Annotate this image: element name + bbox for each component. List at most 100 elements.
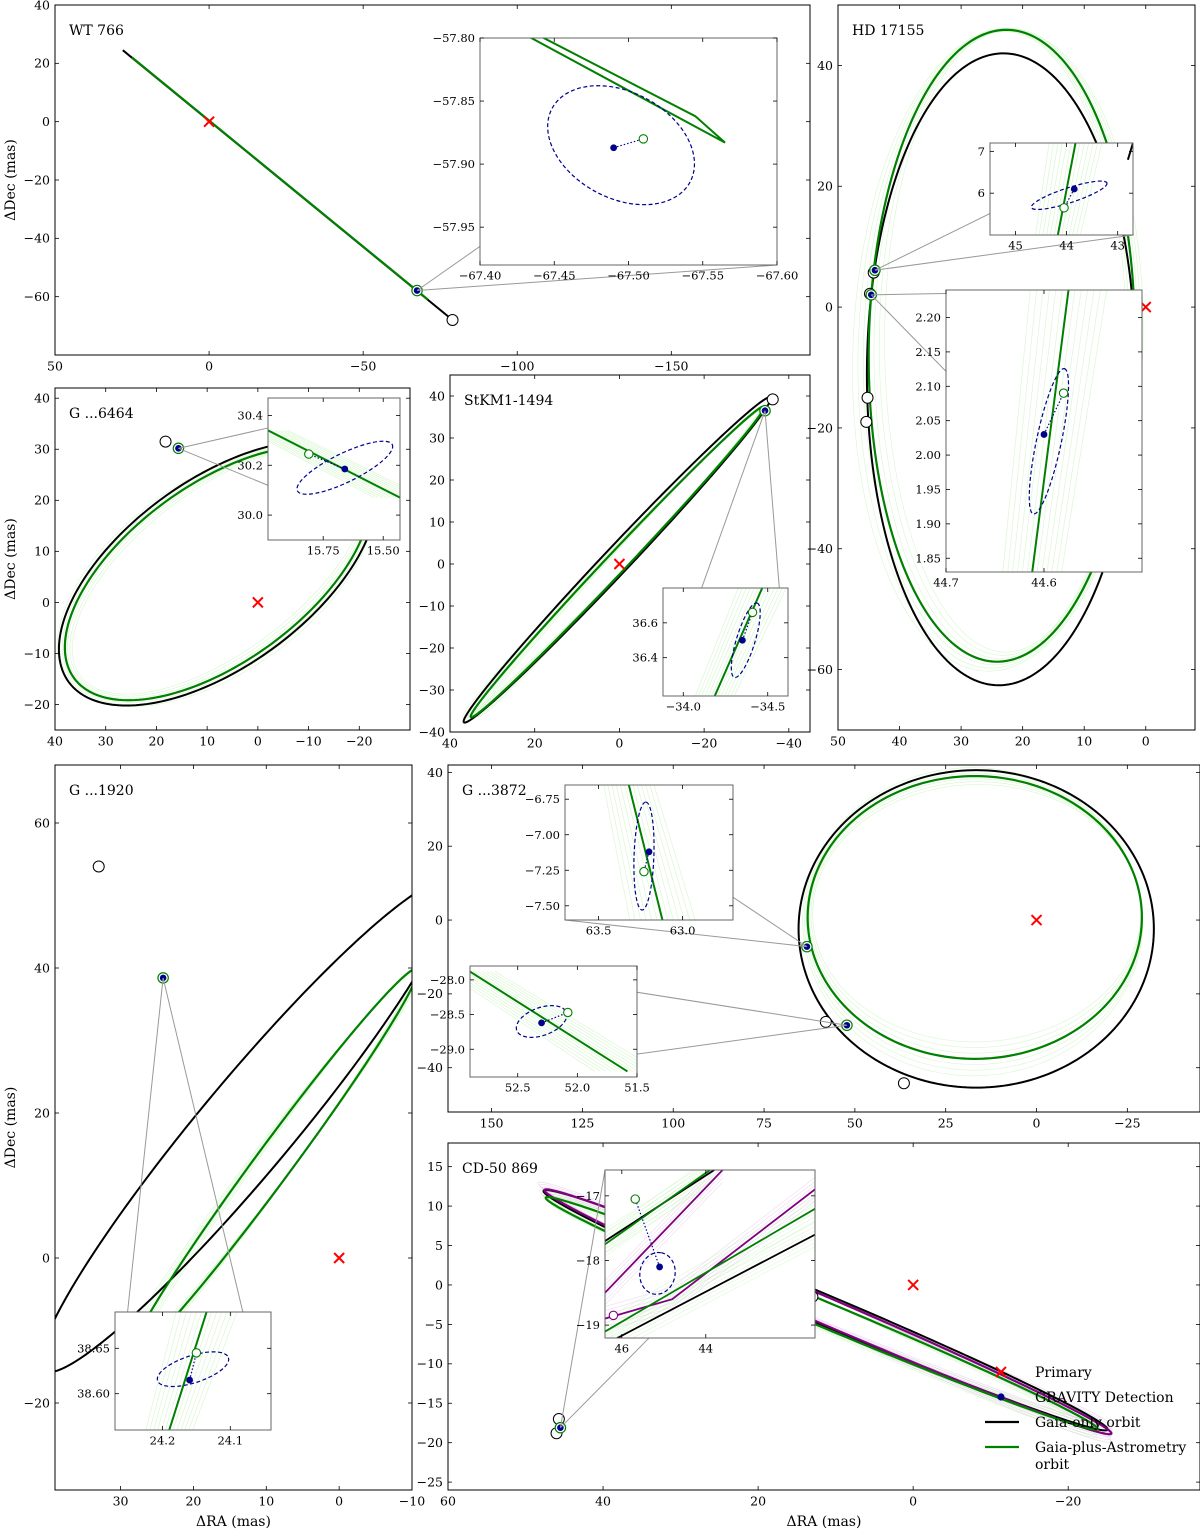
hd17155-ytick-label: −60: [807, 662, 833, 677]
g6464-xtick-label: −10: [295, 734, 321, 749]
gravity-detection: [738, 636, 746, 644]
g1920-plot-area: [55, 860, 412, 1373]
g3872-in2-ytick-label: −28.0: [430, 973, 465, 987]
posterior-sample-orbit: [1007, 290, 1037, 572]
hd17155-xtick-label: 10: [1076, 734, 1092, 749]
hd-in1-ytick-label: 6: [978, 186, 985, 200]
gaia-predicted-position: [861, 391, 874, 404]
g3872-ytick-label: −40: [417, 1060, 443, 1075]
posterior-sample-orbit: [149, 1312, 182, 1430]
inset-orbit-line: [1056, 143, 1077, 235]
g6464-xtick-label: 40: [47, 734, 63, 749]
stkm1494-ytick-label: 10: [429, 514, 445, 529]
wt766-ytick-label: −40: [24, 231, 50, 246]
cd50869-xtick-label: 0: [909, 1494, 917, 1509]
wt766-in-ytick-label: −57.80: [432, 31, 475, 45]
posterior-sample-orbit: [711, 588, 759, 696]
cd-in-xtick-label: 44: [698, 1342, 713, 1356]
stkm-in-xtick-label: −34.5: [750, 700, 785, 714]
g6464-ytick-label: 0: [42, 595, 50, 610]
g3872-title: G ...3872: [462, 783, 527, 799]
g6464-in-ytick-label: 30.0: [237, 508, 263, 522]
hd-in1-xtick-label: 44: [1059, 239, 1074, 253]
posterior-sample-orbit: [1042, 143, 1059, 235]
posterior-sample-orbit: [490, 971, 637, 1062]
posterior-sample-orbit: [605, 1197, 815, 1327]
hd-in2-ytick-label: 2.05: [915, 414, 941, 428]
g6464-xtick-label: 10: [199, 734, 215, 749]
posterior-sample-orbit: [605, 1170, 700, 1237]
posterior-sample-orbit: [605, 1177, 815, 1307]
inset-connector: [417, 264, 778, 292]
posterior-sample-orbit: [1038, 143, 1054, 235]
posterior-sample-orbit: [649, 785, 691, 920]
gaia-predicted-position: [897, 1077, 910, 1090]
wt766-xtick-label: −150: [654, 359, 688, 374]
primary-marker: [203, 115, 215, 128]
primary-marker: [252, 596, 264, 609]
gravity-detection: [1070, 185, 1078, 193]
posterior-sample-orbit: [470, 979, 612, 1072]
wt766-ytick-label: −20: [24, 172, 50, 187]
inset-stkm-in: −34.0 −34.5 36.4 36.6: [632, 410, 789, 714]
hd17155-xtick-label: 0: [1142, 734, 1150, 749]
cd-in-xtick-label: 46: [614, 1342, 629, 1356]
posterior-sample-orbit: [631, 1242, 815, 1338]
model-position: [191, 1348, 202, 1358]
g6464-in-ytick-label: 30.4: [237, 408, 263, 422]
posterior-sample-orbit: [645, 785, 685, 920]
posterior-sample-orbit: [727, 588, 779, 696]
posterior-sample-orbit: [695, 588, 739, 696]
g1920-xlabel: ΔRA (mas): [196, 1514, 271, 1530]
wt766-title: WT 766: [69, 23, 124, 39]
wt766-in-xtick-label: −67.55: [681, 269, 724, 283]
posterior-sample-orbit: [605, 1173, 711, 1249]
posterior-sample-orbit: [605, 1200, 815, 1324]
posterior-sample-orbit: [613, 1220, 815, 1338]
inset-hd-in2: 44.7 44.6 1.85 1.90 1.95 2.00 2.05 2.10 2.15 2.20: [870, 289, 1143, 590]
posterior-sample-orbit: [717, 588, 767, 696]
posterior-sample-orbit: [1061, 143, 1081, 235]
posterior-sample-orbit: [724, 588, 775, 696]
hd17155-xtick-label: 40: [892, 734, 908, 749]
g6464-in-ytick-label: 30.2: [237, 458, 263, 472]
cd50869-ytick-label: −20: [417, 1435, 443, 1450]
hd17155-ytick-label: 20: [817, 179, 833, 194]
g3872-axes-frame: [447, 764, 1200, 1113]
stkm1494-axes-frame: [449, 374, 811, 733]
cd50869-xtick-label: 60: [440, 1494, 456, 1509]
g1920-title: G ...1920: [69, 783, 134, 799]
panel-stkm1494: 40 20 0 −20 −40403020100−10−20−30−40StKM1-14…: [419, 374, 811, 751]
hd-in2-xtick-label: 44.7: [933, 576, 959, 590]
posterior-sample-orbit: [607, 1216, 815, 1338]
inset-cd-in: 46 44 −17 −18 −19: [559, 1169, 816, 1429]
stkm1494-xtick-label: −40: [776, 736, 802, 751]
gravity-detection: [341, 465, 349, 473]
cd50869-axes-frame: [447, 1142, 1200, 1491]
g6464-in-xtick-label: 15.50: [367, 544, 400, 558]
posterior-sample-orbit: [1050, 143, 1068, 235]
stkm1494-ytick-label: −10: [419, 598, 445, 613]
posterior-sample-orbit: [139, 968, 412, 1355]
posterior-sample-orbit: [1051, 290, 1095, 572]
g1920-ytick-label: 60: [34, 815, 50, 830]
posterior-sample-orbit: [470, 987, 596, 1072]
cd50869-xtick-label: 40: [595, 1494, 611, 1509]
gaia-predicted-position: [159, 435, 172, 448]
posterior-sample-orbit: [698, 588, 743, 696]
g3872-in1-ytick-label: −7.50: [525, 899, 560, 913]
legend-detection-symbol: [997, 1393, 1005, 1401]
legend: Primary GRAVITY Detection Gaia-only orbit G…: [985, 1365, 1186, 1473]
posterior-sample-orbit: [486, 971, 637, 1065]
hd17155-xtick-label: 20: [1015, 734, 1031, 749]
wt766-ylabel: ΔDec (mas): [3, 139, 19, 221]
posterior-sample-orbit: [615, 785, 647, 920]
inset-connector: [559, 1169, 606, 1428]
stkm1494-ytick-label: −40: [419, 724, 445, 739]
wt766-in-ytick-label: −57.95: [432, 220, 475, 234]
posterior-sample-orbit: [720, 588, 771, 696]
hd17155-title: HD 17155: [852, 23, 924, 39]
primary-marker: [613, 558, 626, 570]
